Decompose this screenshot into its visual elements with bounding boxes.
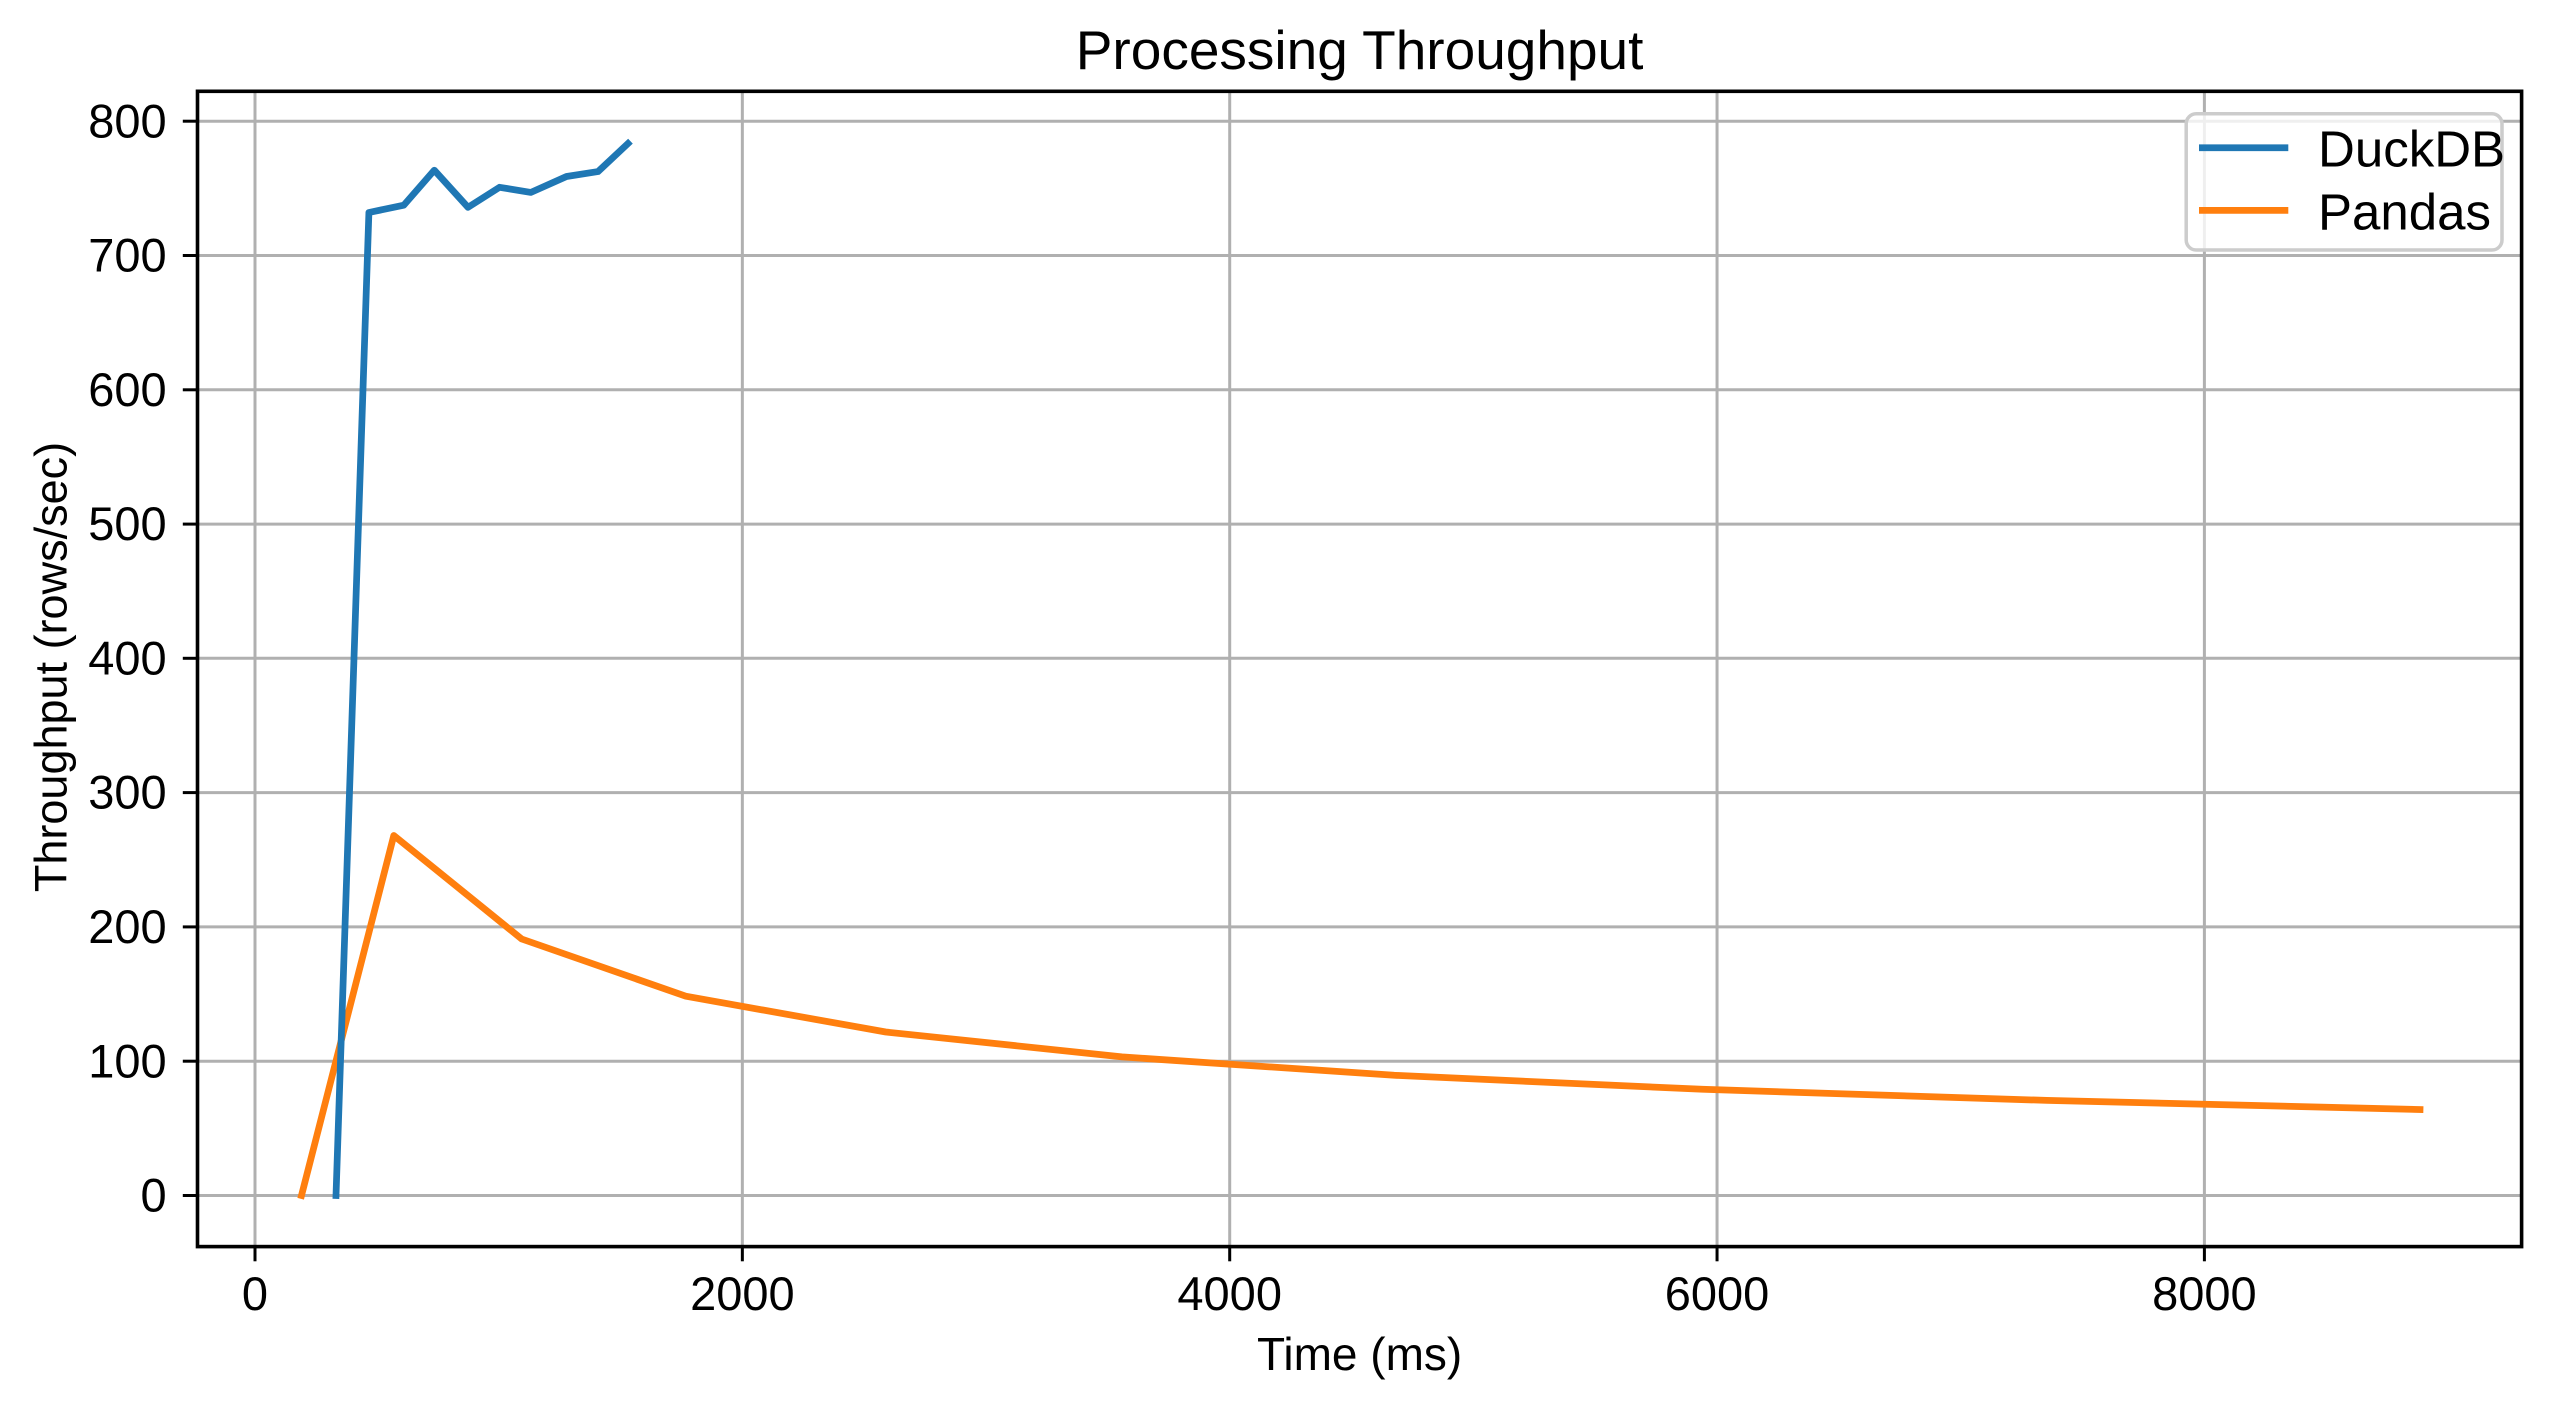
svg-text:2000: 2000 <box>690 1267 795 1320</box>
svg-text:DuckDB: DuckDB <box>2318 121 2505 178</box>
svg-text:Throughput (rows/sec): Throughput (rows/sec) <box>26 442 77 892</box>
svg-text:800: 800 <box>88 94 166 147</box>
svg-text:400: 400 <box>88 631 166 684</box>
svg-text:200: 200 <box>88 900 166 953</box>
svg-text:Time (ms): Time (ms) <box>1257 1328 1462 1380</box>
svg-text:0: 0 <box>141 1169 167 1222</box>
svg-text:4000: 4000 <box>1177 1267 1282 1320</box>
svg-text:700: 700 <box>88 229 166 282</box>
svg-text:100: 100 <box>88 1034 166 1087</box>
svg-text:300: 300 <box>88 766 166 819</box>
svg-text:Processing Throughput: Processing Throughput <box>1076 19 1644 81</box>
svg-text:600: 600 <box>88 363 166 416</box>
svg-text:500: 500 <box>88 497 166 550</box>
svg-text:0: 0 <box>242 1267 268 1320</box>
svg-text:Pandas: Pandas <box>2318 183 2491 240</box>
svg-text:6000: 6000 <box>1665 1267 1770 1320</box>
svg-text:8000: 8000 <box>2152 1267 2257 1320</box>
